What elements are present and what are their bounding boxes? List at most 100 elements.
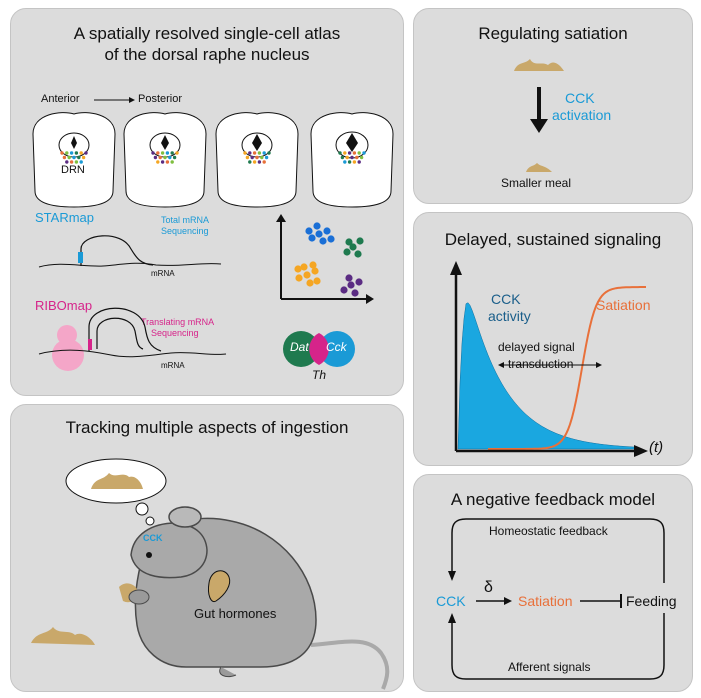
atlas-title-line1: A spatially resolved single-cell atlas bbox=[73, 24, 341, 43]
gut-organ bbox=[208, 570, 231, 603]
afferent-signals-label: Afferent signals bbox=[508, 660, 591, 674]
drn-cell-dot bbox=[72, 155, 76, 160]
cluster-cell-dot bbox=[327, 235, 335, 243]
signaling-title: Delayed, sustained signaling bbox=[444, 230, 662, 249]
satiation-node: Satiation bbox=[518, 593, 573, 609]
cluster-cell-dot bbox=[311, 267, 319, 275]
satiation-panel: Regulating satiation CCK activation Smal… bbox=[413, 8, 693, 204]
thought-food bbox=[91, 473, 143, 489]
cluster-cell-dot bbox=[303, 271, 311, 279]
cck-activity-curve bbox=[457, 302, 639, 450]
drn-cell-dot bbox=[245, 155, 250, 160]
drn-cell-dot bbox=[338, 151, 342, 155]
satiation-curve-label: Satiation bbox=[596, 297, 651, 313]
drn-cell-dot bbox=[257, 151, 262, 155]
drn-cell-dot bbox=[168, 155, 172, 160]
drn-cell-dot bbox=[79, 151, 83, 155]
drn-label: DRN bbox=[61, 164, 85, 176]
atlas-title-line2: of the dorsal raphe nucleus bbox=[104, 45, 310, 64]
cluster-cell-dot bbox=[343, 248, 351, 256]
drn-cell-dot bbox=[343, 151, 347, 155]
drn-cell-dot bbox=[153, 155, 158, 160]
ground-food bbox=[31, 627, 95, 645]
posterior-label: Posterior bbox=[138, 93, 183, 105]
cluster-cell-dot bbox=[349, 243, 357, 251]
drn-cell-dot bbox=[160, 151, 165, 155]
eye bbox=[146, 552, 152, 558]
starmap-desc-line1: Total mRNA bbox=[161, 215, 210, 225]
cck-activity-label-line1: CCK bbox=[491, 291, 521, 307]
drn-cell-dot bbox=[250, 155, 254, 160]
drn-cell-dot bbox=[74, 160, 79, 164]
drn-cell-dot bbox=[156, 151, 160, 155]
starmap-mrna-label: mRNA bbox=[151, 269, 175, 278]
ribomap-label: RIBOmap bbox=[35, 298, 93, 313]
drn-cell-dot bbox=[357, 151, 361, 155]
cluster-cell-dot bbox=[354, 250, 362, 258]
ribomap-mrna-label: mRNA bbox=[161, 361, 185, 370]
large-meal-food bbox=[514, 59, 564, 71]
ear bbox=[168, 506, 202, 528]
smaller-meal-caption: Smaller meal bbox=[501, 176, 572, 190]
ribomap-desc-line1: Translating mRNA bbox=[141, 317, 215, 327]
drn-cell-dot bbox=[248, 151, 252, 155]
mouse-illustration bbox=[31, 458, 390, 690]
drn-cell-dot bbox=[345, 155, 349, 160]
drn-cell-dot bbox=[62, 155, 67, 160]
drn-cell-dot bbox=[156, 160, 160, 164]
satiation-title: Regulating satiation bbox=[478, 24, 628, 43]
drn-cell-dot bbox=[69, 160, 74, 164]
venn-dat-label: Dat bbox=[290, 340, 309, 354]
cluster-cell-dot bbox=[347, 281, 355, 289]
cluster-scatter-plot bbox=[276, 214, 374, 304]
drn-cell-dot bbox=[343, 160, 347, 164]
drn-cell-dot bbox=[77, 155, 81, 160]
cluster-cell-dot bbox=[340, 286, 348, 294]
drn-cell-dot bbox=[262, 151, 266, 155]
drn-cell-dot bbox=[252, 151, 257, 155]
gene-venn-diagram bbox=[283, 331, 355, 367]
drn-cell-dot bbox=[170, 151, 174, 155]
drn-cell-dot bbox=[69, 151, 74, 155]
drn-cell-dot bbox=[257, 160, 262, 164]
drn-cell-dot bbox=[158, 155, 162, 160]
drn-cell-dot bbox=[65, 151, 69, 155]
drn-cell-dot bbox=[260, 155, 264, 160]
drn-cell-dot bbox=[352, 151, 357, 155]
brain-section-1 bbox=[32, 112, 116, 208]
feedback-loop-diagram bbox=[448, 518, 665, 680]
cck-activity-label-line2: activity bbox=[488, 308, 531, 324]
cluster-cell-dot bbox=[345, 274, 353, 282]
feedback-panel: A negative feedback model Homeostatic fe… bbox=[413, 474, 693, 692]
cluster-cell-dot bbox=[345, 238, 353, 246]
anterior-label: Anterior bbox=[41, 93, 80, 105]
cluster-cell-dot bbox=[309, 261, 317, 269]
gut-hormones-label: Gut hormones bbox=[194, 606, 277, 621]
drn-cell-dot bbox=[74, 151, 79, 155]
feedback-title: A negative feedback model bbox=[450, 490, 656, 509]
drn-cell-dot bbox=[347, 151, 352, 155]
drn-cell-dot bbox=[355, 155, 359, 160]
cck-node: CCK bbox=[436, 593, 466, 609]
drn-cell-dot bbox=[84, 151, 88, 155]
cluster-cell-dot bbox=[295, 274, 303, 282]
drn-cell-dot bbox=[160, 160, 165, 164]
drn-cell-dot bbox=[262, 160, 266, 164]
drn-cell-dot bbox=[65, 160, 69, 164]
drn-cell-dot bbox=[340, 155, 345, 160]
cluster-cell-dot bbox=[313, 222, 321, 230]
homeostatic-feedback-label: Homeostatic feedback bbox=[489, 524, 608, 538]
cluster-cell-dot bbox=[294, 265, 302, 273]
ribosome-small-subunit bbox=[57, 325, 77, 345]
satiation-curve bbox=[488, 286, 646, 450]
drn-cell-dot bbox=[352, 160, 357, 164]
venn-cck-label: Cck bbox=[326, 340, 347, 354]
drn-cell-dot bbox=[357, 160, 361, 164]
drn-cell-dots bbox=[60, 151, 366, 164]
cluster-cell-dot bbox=[355, 278, 363, 286]
drn-cell-dot bbox=[347, 160, 352, 164]
drn-cell-dot bbox=[170, 160, 174, 164]
time-axis-label: (t) bbox=[649, 439, 664, 456]
brain-cck-label: CCK bbox=[143, 533, 163, 543]
drn-cell-dot bbox=[81, 155, 86, 160]
